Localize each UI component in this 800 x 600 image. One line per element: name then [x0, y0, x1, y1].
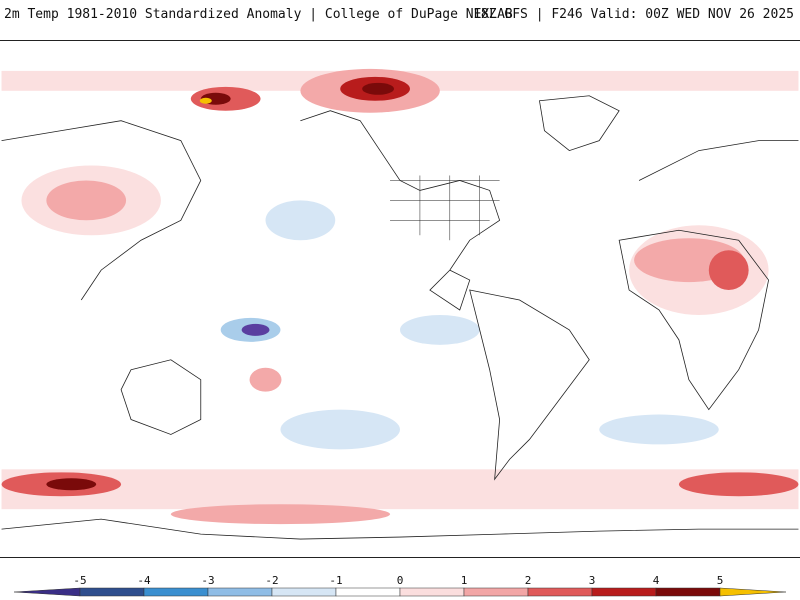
antarctic-anomaly-east: [678, 472, 799, 497]
colorbar-segment: [13, 587, 81, 597]
colorbar-tick-label: 0: [397, 574, 404, 587]
south-pacific-cool: [280, 409, 400, 450]
antarctica-coast: [1, 518, 799, 540]
coastline-layer: [1, 95, 799, 540]
map-title: 2m Temp 1981-2010 Standardized Anomaly |…: [4, 7, 513, 22]
anomaly-fill-layer: [1, 68, 799, 525]
colorbar-segment: [591, 587, 657, 597]
colorbar-segment: [399, 587, 465, 597]
africa-coast: [618, 229, 769, 411]
colorbar-segment: [655, 587, 721, 597]
colorbar-legend: -5 -4 -3 -2 -1 0 1 2 3 4 5: [13, 574, 787, 597]
australia-coast: [120, 359, 202, 435]
south-america-coast: [469, 289, 590, 481]
us-state-borders: [390, 175, 500, 241]
siberia-extreme: [199, 97, 212, 104]
south-indian-cool: [599, 414, 719, 445]
east-pacific-cool: [400, 314, 480, 345]
colorbar-segment: [271, 587, 337, 597]
colorbar-tick-label: -1: [329, 574, 342, 587]
colorbar-segment: [463, 587, 529, 597]
colorbar-segment: [143, 587, 209, 597]
colorbar-segment: [719, 587, 787, 597]
anomaly-map: [0, 40, 800, 558]
pacific-cool-patch: [265, 200, 336, 241]
south-pacific-warm: [249, 367, 282, 392]
eurasia-coast: [1, 120, 799, 301]
greenland-coast: [538, 95, 620, 152]
colorbar-tick-label: 1: [461, 574, 468, 587]
colorbar-tick-label: -5: [73, 574, 86, 587]
colorbar-segment: [335, 587, 401, 597]
asia-warm-core: [46, 180, 127, 221]
north-america-coast: [300, 110, 501, 311]
model-run-info: 18Z GFS | F246 Valid: 00Z WED NOV 26 202…: [473, 7, 794, 22]
colorbar-tick-label: -2: [265, 574, 278, 587]
colorbar-tick-label: 4: [653, 574, 660, 587]
colorbar-tick-label: -3: [201, 574, 214, 587]
colorbar-segment: [79, 587, 145, 597]
arctic-anomaly-core: [362, 82, 395, 95]
colorbar-tick-label: 3: [589, 574, 596, 587]
antarctic-warm-band: [1, 469, 799, 510]
colorbar-segment: [207, 587, 273, 597]
antarctic-anomaly-west-core: [46, 478, 97, 491]
colorbar-tick-label: -4: [137, 574, 151, 587]
colorbar-tick-label: 2: [525, 574, 532, 587]
pacific-extreme-cold: [241, 323, 270, 336]
east-africa-hot: [708, 250, 749, 291]
header: 2m Temp 1981-2010 Standardized Anomaly |…: [0, 0, 800, 36]
colorbar-tick-label: 5: [717, 574, 724, 587]
colorbar-segment: [527, 587, 593, 597]
antarctic-anomaly-ross: [170, 504, 391, 525]
